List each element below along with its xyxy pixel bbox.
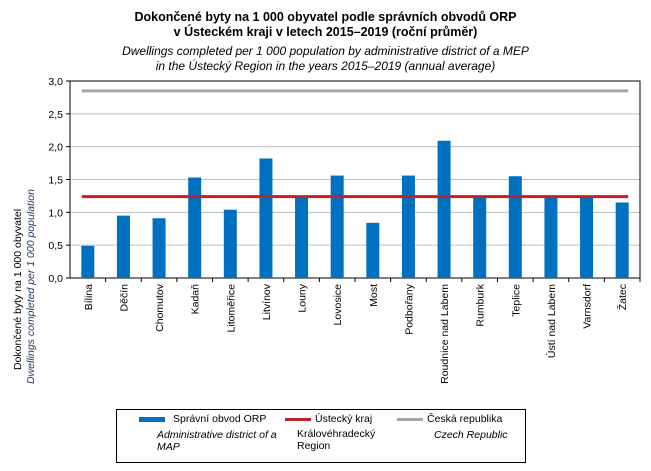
x-tick-label: Žatec — [616, 284, 629, 310]
bar — [580, 196, 594, 278]
bar — [116, 215, 130, 278]
bar — [437, 140, 451, 278]
y-tick-label: 2,5 — [48, 109, 63, 121]
chart-subtitle: Dwellings completed per 1 000 population… — [122, 44, 529, 58]
x-tick-label: Ústí nad Labem — [545, 284, 558, 358]
x-tick-label: Podbořany — [403, 283, 415, 335]
x-tick-label: Varnsdorf — [582, 284, 594, 329]
x-tick-label: Roudnice nad Labem — [439, 284, 451, 384]
x-tick-label: Louny — [297, 283, 309, 312]
y-tick-label: 0,5 — [48, 240, 63, 252]
legend-swatch-kraj — [285, 418, 311, 421]
chart-title: Dokončené byty na 1 000 obyvatel podle s… — [134, 10, 517, 24]
bar — [259, 158, 273, 278]
bar — [81, 245, 95, 278]
legend-label-orp: Správní obvod ORP — [173, 413, 267, 425]
chart-subtitle-line2: in the Ústecký Region in the years 2015–… — [155, 59, 496, 73]
x-tick-label: Most — [368, 284, 380, 307]
plot-area: 0,0 0,5 1,0 1,5 2,0 2,5 3,0 Bílina Děčín Chomutov… — [48, 76, 641, 384]
x-tick-label: Bílina — [83, 284, 95, 310]
x-tick-label: Děčín — [118, 284, 130, 312]
legend: Správní obvod ORP Administrative distric… — [116, 409, 526, 463]
bar — [188, 177, 202, 278]
bar — [473, 196, 487, 278]
legend-label-cr: Česká republika — [427, 413, 503, 425]
bar — [401, 175, 415, 278]
bar — [330, 175, 344, 278]
y-axis-label-en: Dwellings completed per 1 000 population — [25, 189, 37, 384]
bar — [152, 218, 166, 278]
bar — [508, 176, 522, 278]
legend-label-kraj: Ústecký kraj — [315, 413, 373, 425]
y-tick-label: 1,0 — [48, 207, 63, 219]
x-tick-label: Chomutov — [154, 283, 166, 332]
chart-title-line2: v Ústeckém kraji v letech 2015–2019 (roč… — [173, 25, 478, 39]
bar — [544, 196, 558, 278]
legend-swatch-cr — [397, 418, 423, 421]
y-tick-label: 2,0 — [48, 142, 63, 154]
legend-label-orp-en: Administrative district of a MAP — [157, 429, 277, 453]
x-tick-label: Litoměřice — [225, 284, 237, 333]
legend-label-cr-en: Czech Republic — [434, 429, 508, 441]
x-tick-label: Kadaň — [190, 284, 202, 315]
y-axis-label: Dokončené byty na 1 000 obyvatel — [12, 208, 24, 370]
bar — [615, 202, 629, 278]
bar — [295, 196, 309, 278]
x-tick-label: Teplice — [510, 284, 522, 317]
bar — [223, 209, 237, 278]
y-tick-label: 1,5 — [48, 175, 63, 187]
x-tick-label: Lovosice — [332, 284, 344, 326]
bar — [366, 222, 380, 278]
legend-label-kraj-en: Královéhradecký Region — [297, 428, 376, 452]
y-tick-label: 3,0 — [48, 76, 63, 88]
y-tick-label: 0,0 — [48, 273, 63, 285]
legend-swatch-orp — [139, 417, 165, 422]
x-tick-label: Litvínov — [261, 283, 273, 320]
x-tick-label: Rumburk — [475, 283, 487, 326]
